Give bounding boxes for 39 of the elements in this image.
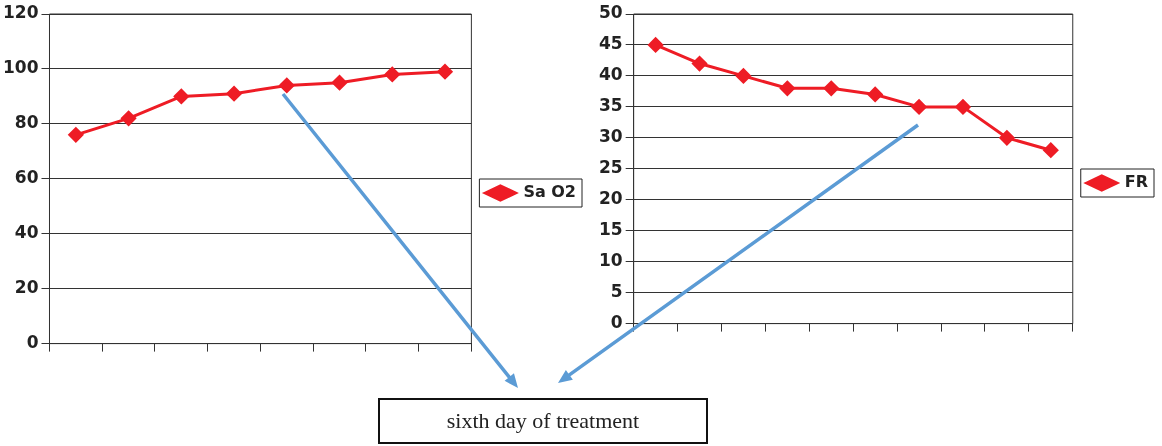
- point: [823, 80, 839, 96]
- point: [735, 68, 751, 84]
- y-tick-label: 40: [598, 64, 623, 85]
- point: [779, 80, 795, 96]
- legend-label: Sa O2: [523, 182, 576, 202]
- point: [173, 88, 189, 104]
- y-tick-label: 20: [14, 277, 39, 298]
- point: [226, 86, 242, 102]
- point: [384, 66, 400, 82]
- y-tick-label: 40: [14, 222, 39, 243]
- point: [121, 110, 137, 126]
- point: [68, 127, 84, 143]
- y-tick-label: 15: [598, 219, 623, 240]
- point: [279, 77, 295, 93]
- y-tick-label: 35: [598, 95, 623, 116]
- point: [1043, 142, 1059, 158]
- point: [999, 130, 1015, 146]
- y-tick-label: 0: [26, 332, 39, 353]
- y-tick-label: 80: [14, 112, 39, 133]
- y-tick-label: 100: [2, 57, 39, 78]
- point: [911, 99, 927, 115]
- y-tick-label: 60: [14, 167, 39, 188]
- legend-label: FR: [1124, 172, 1148, 192]
- y-tick-label: 120: [2, 2, 39, 23]
- y-tick-label: 50: [598, 2, 623, 23]
- point: [867, 87, 883, 102]
- point: [648, 37, 664, 53]
- y-tick-label: 45: [598, 33, 623, 54]
- text: sixth day of treatment: [446, 408, 640, 434]
- point: [692, 56, 708, 72]
- point: [332, 75, 348, 91]
- y-tick-label: 10: [598, 250, 623, 271]
- y-tick-label: 0: [610, 312, 623, 333]
- y-tick-label: 30: [598, 126, 623, 147]
- point: [955, 99, 971, 115]
- y-tick-label: 5: [610, 281, 623, 302]
- y-tick-label: 25: [598, 157, 623, 178]
- y-tick-label: 20: [598, 188, 623, 209]
- point: [437, 64, 453, 80]
